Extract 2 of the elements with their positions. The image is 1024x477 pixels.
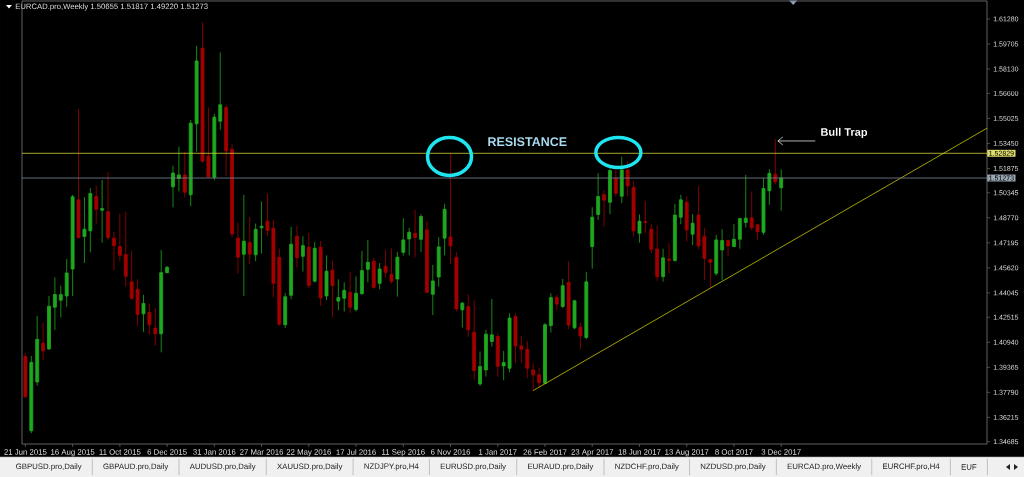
annotation: Bull Trap <box>821 127 868 139</box>
annotation: RESISTANCE <box>488 137 567 147</box>
